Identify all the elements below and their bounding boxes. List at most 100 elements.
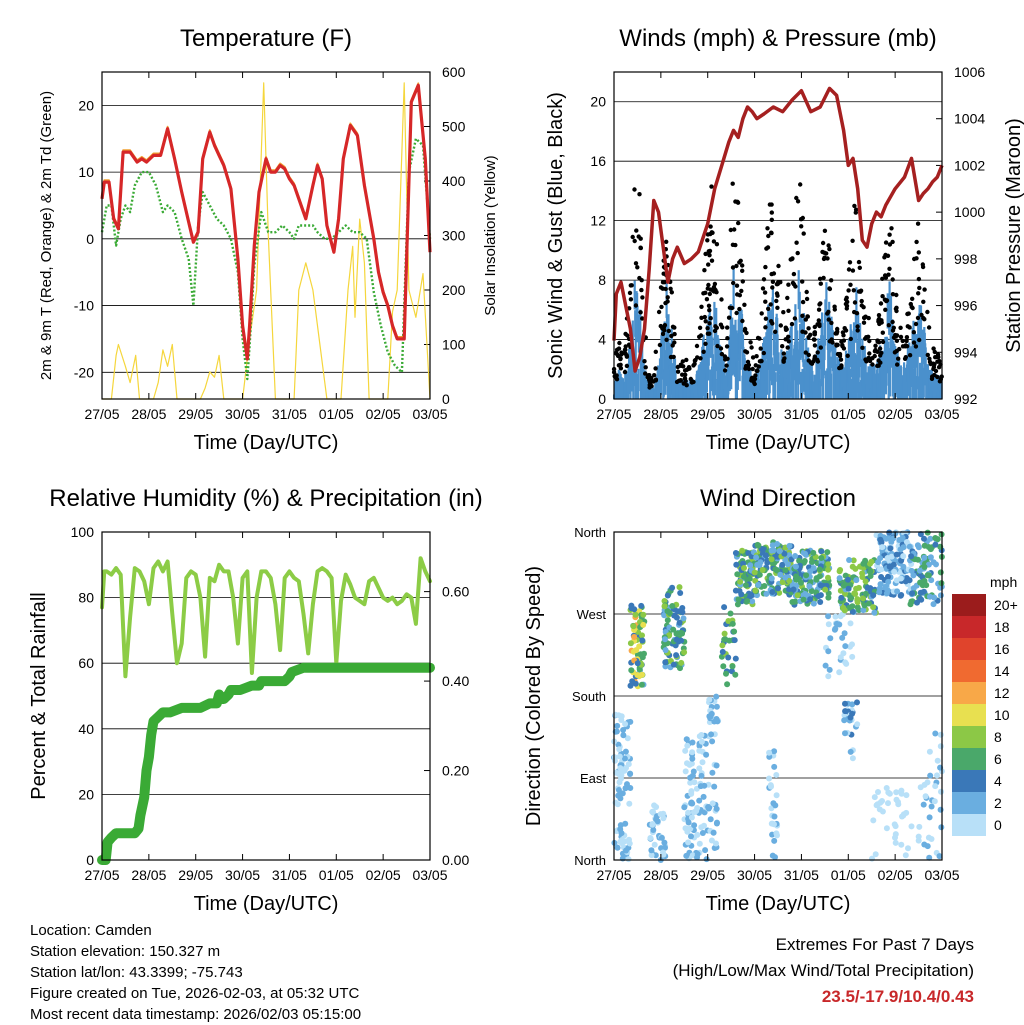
wind-mark: [704, 349, 707, 379]
direction-point: [654, 818, 661, 825]
gust-point: [714, 242, 720, 247]
direction-point: [677, 590, 684, 596]
direction-point: [921, 554, 928, 561]
gust-point: [663, 300, 668, 306]
direction-point: [879, 808, 886, 815]
gust-point: [753, 373, 758, 378]
y-tick-label: 40: [78, 721, 94, 737]
y-tick-label: 20: [78, 786, 94, 802]
y2-tick-label: 600: [442, 64, 466, 80]
direction-point: [754, 541, 761, 548]
gust-point: [668, 286, 673, 291]
gust-point: [672, 331, 677, 337]
gust-point: [638, 245, 643, 250]
wind-mark: [819, 381, 822, 399]
gust-point: [936, 365, 942, 370]
y2-tick-label: 1000: [954, 204, 985, 220]
direction-point: [732, 550, 739, 556]
y2-tick-label: 0.40: [442, 673, 469, 689]
wind-mark: [736, 361, 739, 390]
direction-point: [842, 659, 849, 666]
gust-point: [763, 316, 769, 321]
direction-point: [938, 824, 945, 831]
gust-point: [740, 318, 745, 324]
direction-ylabel: Direction (Colored By Speed): [523, 566, 545, 826]
direction-point: [854, 699, 860, 706]
gust-point: [853, 210, 858, 215]
gust-point: [850, 268, 856, 273]
gust-point: [775, 293, 780, 298]
gust-point: [917, 285, 922, 291]
gust-point: [638, 310, 643, 315]
direction-point: [921, 542, 928, 549]
gust-point: [803, 350, 808, 355]
gust-point: [859, 298, 864, 304]
gust-point: [710, 230, 715, 235]
wind-mark: [891, 319, 894, 361]
wind-mark: [761, 346, 764, 392]
gust-point: [914, 239, 919, 245]
direction-point: [931, 798, 938, 805]
direction-point: [893, 789, 900, 796]
series-2m-td: [100, 137, 432, 381]
direction-point: [849, 653, 856, 660]
wind-mark: [634, 328, 637, 369]
gust-point: [614, 347, 620, 352]
gust-point: [842, 326, 847, 331]
direction-point: [738, 591, 745, 598]
direction-point: [884, 555, 891, 561]
gust-point: [815, 350, 820, 355]
direction-point: [707, 816, 714, 823]
direction-point: [792, 553, 799, 559]
direction-point: [937, 569, 944, 576]
gust-point: [691, 363, 696, 368]
gust-point: [801, 231, 806, 236]
gust-point: [907, 353, 913, 358]
direction-xlabel: Time (Day/UTC): [706, 893, 851, 915]
wind-mark: [827, 336, 830, 384]
direction-point: [639, 671, 645, 678]
direction-point: [763, 590, 770, 597]
direction-point: [620, 727, 627, 733]
direction-point: [733, 561, 740, 568]
direction-point: [673, 636, 680, 643]
direction-point: [779, 561, 786, 568]
direction-point: [662, 659, 669, 666]
gust-point: [689, 380, 695, 385]
wind-mark: [887, 341, 890, 371]
y-tick-label: 0: [598, 391, 606, 407]
gust-point: [652, 373, 657, 378]
direction-point: [894, 588, 901, 595]
gust-point: [759, 311, 764, 316]
colorbar-label: 6: [994, 751, 1002, 767]
gust-point: [672, 340, 677, 345]
direction-point: [756, 571, 763, 578]
gust-point: [704, 297, 710, 302]
wind-mark: [641, 344, 644, 395]
wind-mark: [852, 322, 856, 364]
gust-point: [866, 355, 871, 361]
direction-point: [639, 632, 645, 639]
gust-point: [910, 296, 915, 301]
direction-point: [622, 748, 629, 755]
gust-point: [695, 355, 700, 360]
gust-point: [898, 334, 904, 340]
direction-point: [719, 642, 726, 649]
direction-point: [640, 611, 647, 618]
direction-point: [622, 721, 629, 727]
gust-point: [705, 232, 711, 237]
wind-mark: [635, 360, 638, 399]
extremes-title: Extremes For Past 7 Days: [775, 935, 974, 954]
direction-point: [617, 826, 624, 833]
direction-point: [803, 572, 810, 579]
gust-point: [907, 325, 912, 330]
gust-point: [806, 358, 811, 363]
gust-point: [937, 358, 942, 364]
direction-point: [624, 735, 631, 742]
direction-point: [827, 635, 834, 642]
gust-point: [809, 361, 815, 366]
gust-point: [734, 310, 739, 316]
colorbar-swatch: [952, 682, 986, 704]
gust-point: [703, 319, 708, 324]
wind-mark: [797, 270, 800, 310]
